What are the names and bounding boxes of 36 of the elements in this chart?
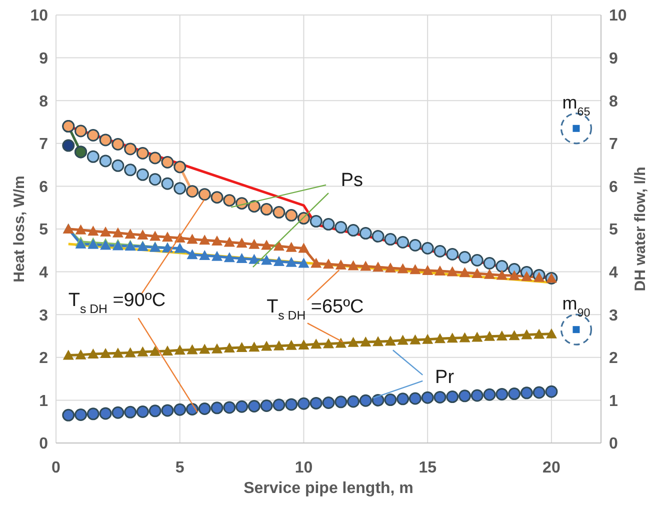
x-tick-label: 20	[542, 459, 560, 476]
x-tick-label: 5	[175, 459, 184, 476]
series-label: m$_{65}$	[562, 92, 591, 118]
y2-tick-label: 7	[609, 136, 618, 154]
y-axis-title: Heat loss, W/m	[11, 176, 28, 282]
x-axis-title: Service pipe length, m	[244, 480, 414, 497]
y2-tick-label: 6	[609, 178, 618, 196]
y-tick-label: 5	[39, 222, 48, 239]
y-tick-label: 6	[39, 178, 48, 196]
y2-tick-label: 1	[609, 392, 618, 410]
y2-tick-label: 9	[609, 50, 618, 68]
x-tick-label: 10	[294, 459, 313, 476]
y2-tick-label: 0	[609, 436, 618, 453]
x-tick-label: 0	[52, 459, 61, 476]
annotation: T$_{s DH}$=65ºC	[266, 296, 364, 322]
annotation: T$_{s DH}$=90ºC	[68, 290, 166, 316]
y2-tick-label: 5	[609, 222, 618, 239]
y2-tick-label: 2	[609, 350, 618, 368]
y-tick-label: 8	[39, 93, 48, 110]
y-tick-label: 9	[39, 50, 48, 68]
y-tick-label: 4	[39, 264, 48, 282]
annotation: Pr	[435, 367, 455, 388]
y-tick-label: 0	[39, 436, 48, 453]
y-tick-label: 2	[39, 350, 48, 368]
y2-tick-label: 4	[609, 264, 618, 282]
x-tick-label: 15	[418, 459, 437, 476]
y-tick-label: 7	[39, 136, 48, 154]
y2-tick-label: 10	[609, 8, 627, 25]
y2-tick-label: 3	[609, 307, 618, 324]
y2-tick-label: 8	[609, 93, 618, 110]
y-tick-label: 1	[39, 392, 48, 410]
y-tick-label: 10	[30, 8, 48, 25]
annotation: Ps	[340, 170, 364, 192]
series-label: m$_{90}$	[562, 294, 591, 320]
y2-axis-title: DH water flow, l/h	[632, 166, 649, 292]
y-tick-label: 3	[39, 307, 48, 324]
